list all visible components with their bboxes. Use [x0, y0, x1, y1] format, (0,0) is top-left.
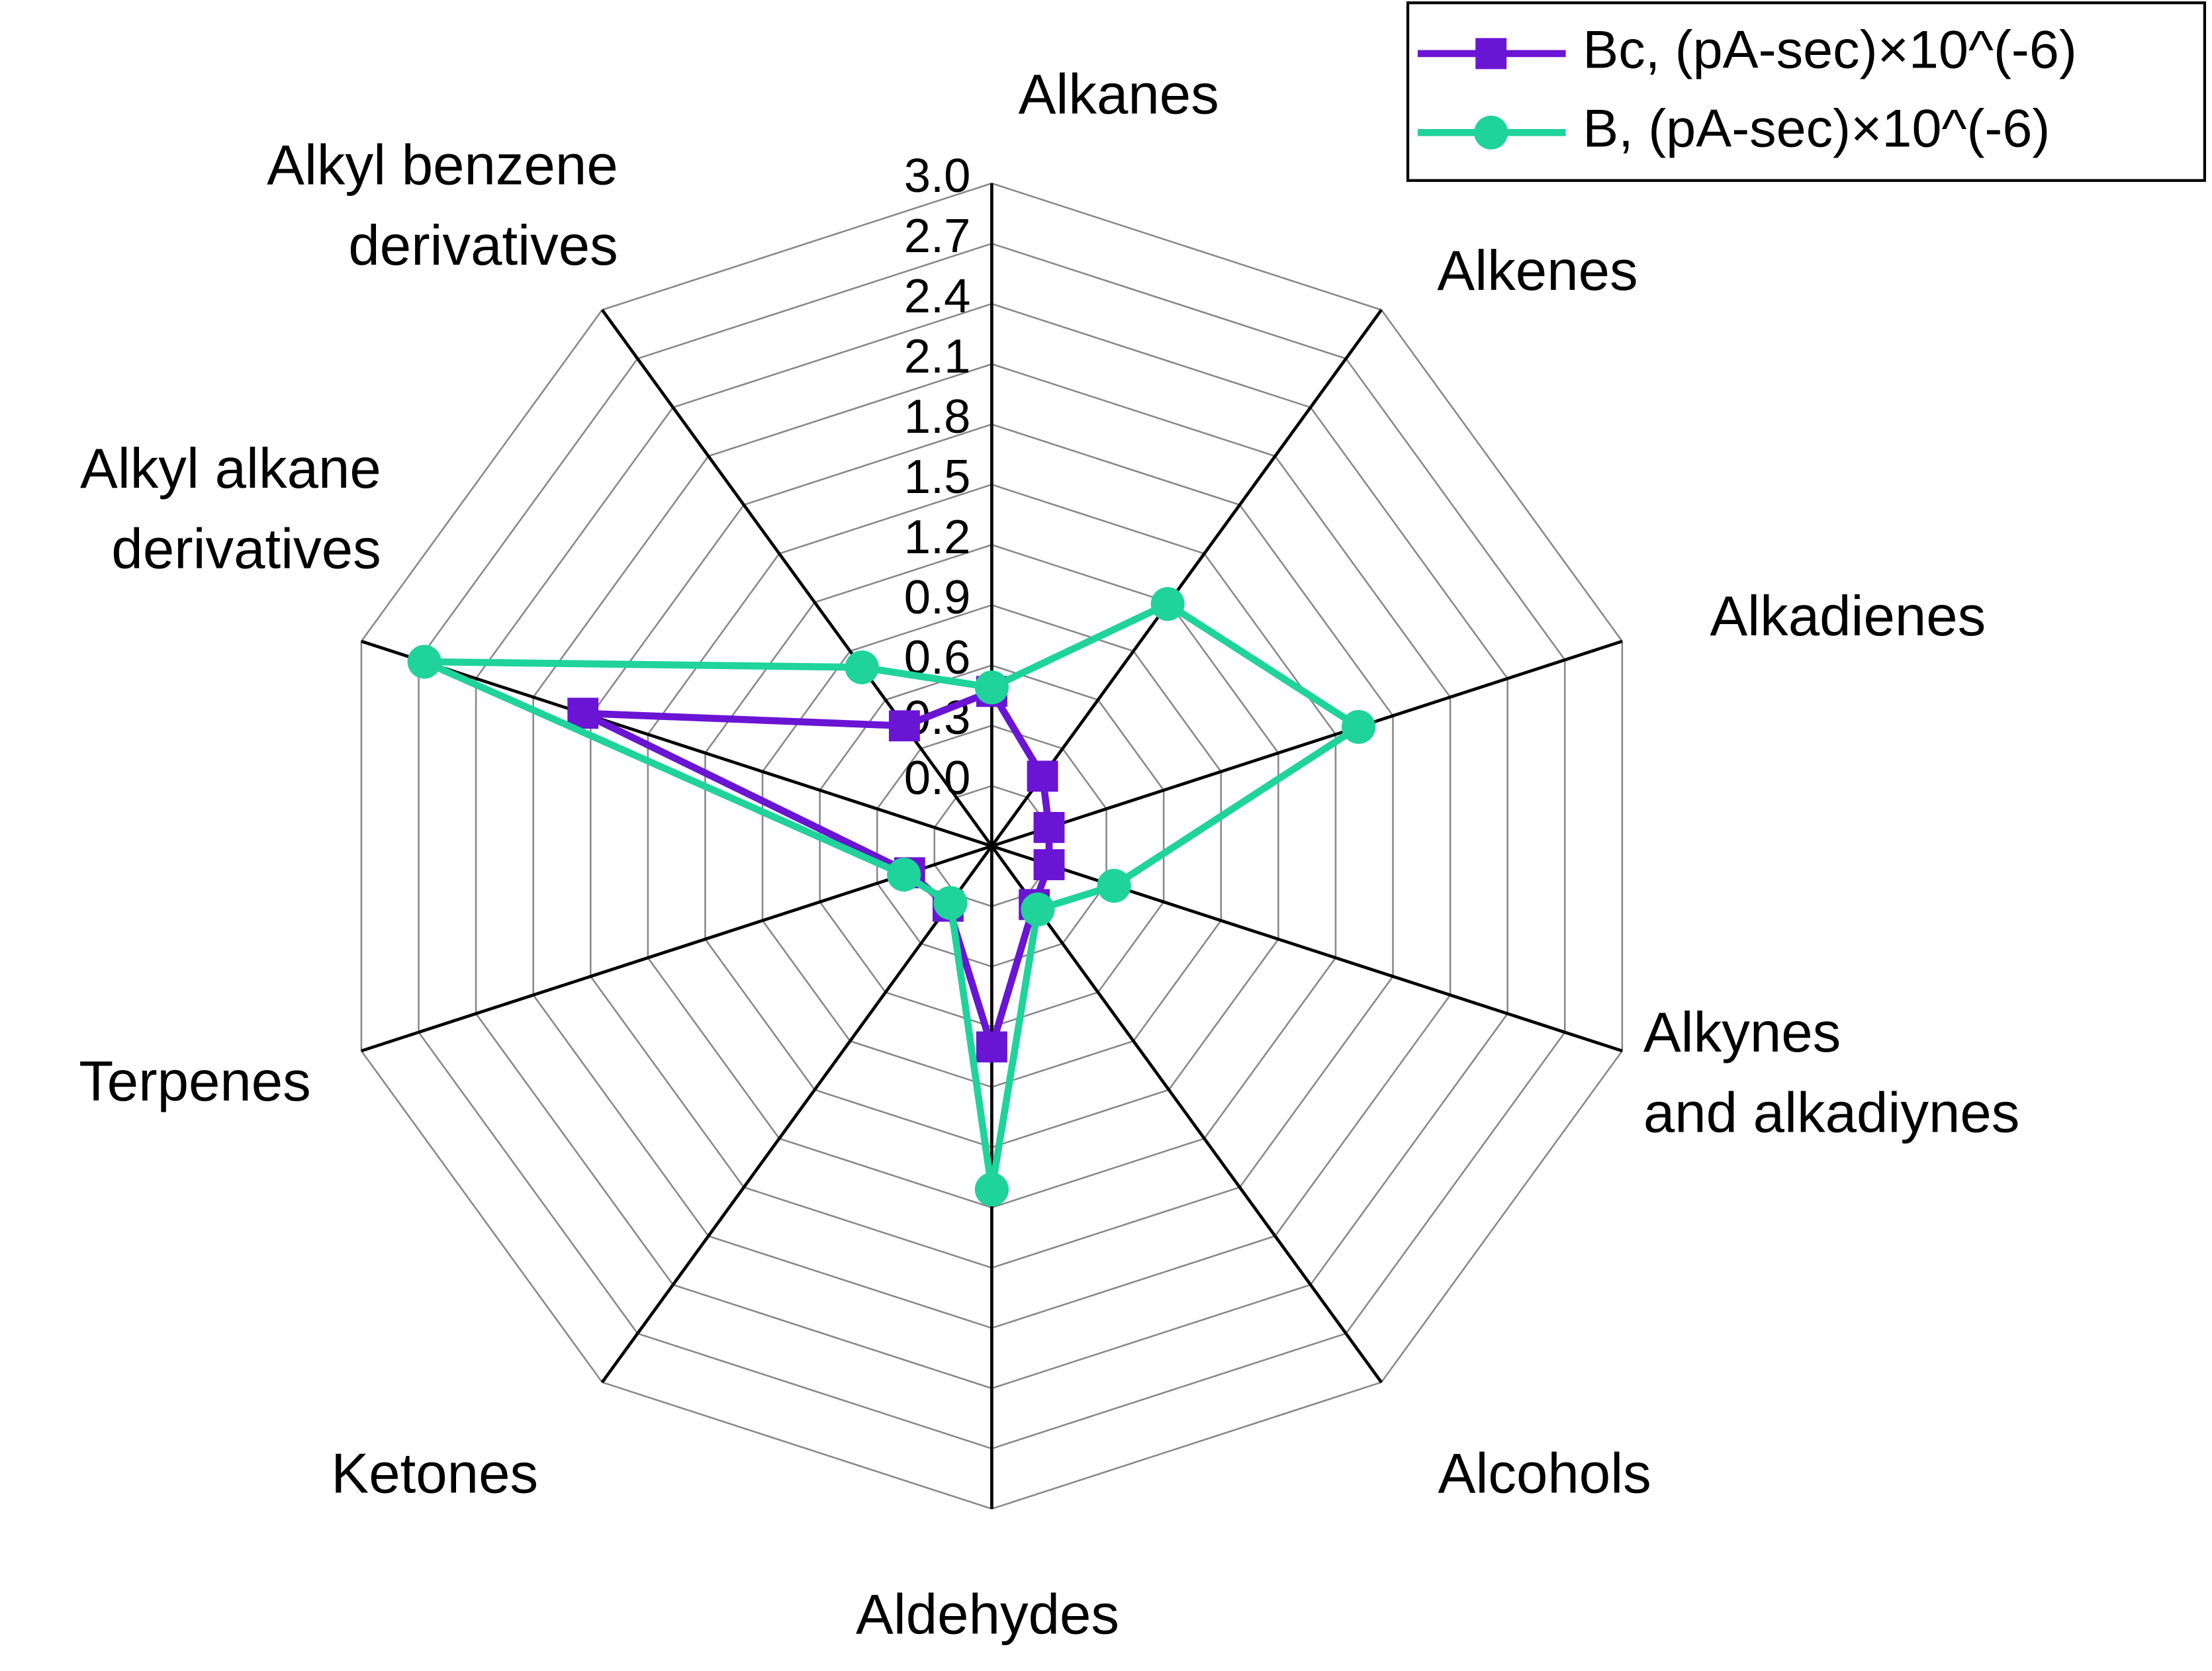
axis-line	[600, 308, 993, 847]
legend-marker	[1475, 38, 1507, 69]
legend-label: B, (pA-sec)×10^(-6)	[1583, 99, 2050, 159]
data-point	[1021, 892, 1055, 926]
category-label: Alcohols	[1438, 1443, 1651, 1506]
data-point	[976, 1031, 1007, 1063]
data-point	[887, 858, 921, 892]
legend-marker	[1474, 115, 1508, 150]
axis-line	[990, 308, 1383, 847]
axis-line	[361, 844, 993, 1053]
data-point	[1341, 709, 1376, 744]
category-label: Alkadienes	[1710, 585, 1986, 648]
legend-box	[1406, 1, 2207, 182]
tick-label: 2.7	[904, 209, 971, 263]
tick-label: 2.1	[904, 330, 971, 383]
axis-line	[991, 844, 1623, 1053]
tick-label: 1.5	[904, 450, 971, 504]
tick-label: 3.0	[904, 149, 971, 203]
series-line	[423, 600, 1365, 1191]
tick-label: 2.4	[904, 269, 971, 323]
tick-label: 1.8	[904, 390, 971, 443]
category-label: Alkynes and alkadiynes	[1643, 1001, 2020, 1144]
data-point	[567, 698, 599, 729]
tick-label: 0.9	[904, 570, 971, 624]
category-label: Ketones	[331, 1443, 538, 1506]
data-point	[933, 885, 968, 920]
data-point	[1027, 760, 1058, 792]
category-label: Alkenes	[1437, 240, 1637, 302]
category-label: Alkyl alkane derivatives	[80, 437, 381, 580]
data-point	[845, 650, 879, 684]
axis-line	[990, 845, 1383, 1384]
category-label: Terpenes	[79, 1050, 311, 1113]
category-label: Alkanes	[1019, 64, 1219, 126]
data-point	[888, 710, 920, 742]
data-point	[407, 645, 441, 679]
data-point	[1033, 811, 1065, 843]
data-point	[974, 1172, 1009, 1206]
data-point	[1097, 868, 1131, 903]
axis-line	[600, 845, 993, 1384]
tick-label: 0.0	[904, 751, 971, 805]
axis-line	[361, 639, 993, 848]
category-label: Alkyl benzene derivatives	[267, 134, 618, 277]
data-point	[974, 670, 1009, 705]
data-point	[1033, 849, 1065, 881]
data-point	[1150, 587, 1185, 621]
legend-label: Bc, (pA-sec)×10^(-6)	[1583, 20, 2077, 79]
axis-line	[991, 639, 1623, 848]
tick-label: 1.2	[904, 510, 971, 564]
category-label: Aldehydes	[856, 1584, 1119, 1647]
